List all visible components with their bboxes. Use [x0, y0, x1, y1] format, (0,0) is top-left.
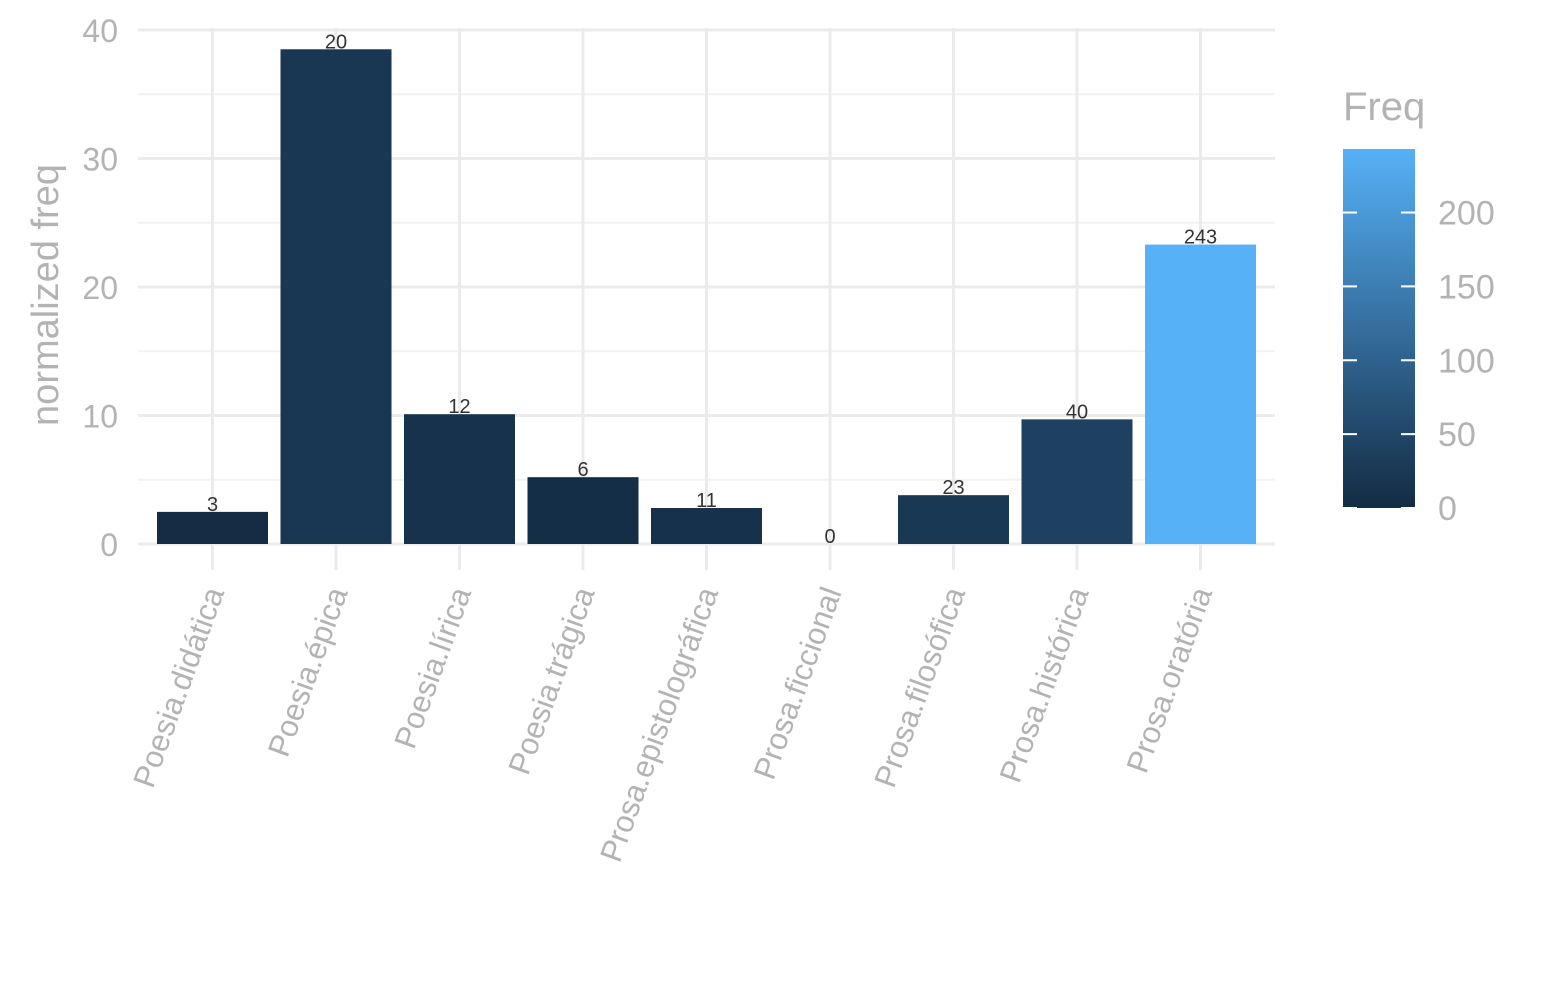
color-legend: Freq 0 50 100 150 200	[1343, 85, 1495, 528]
x-tick-label: Prosa.histórica	[993, 582, 1096, 787]
y-tick-label: 20	[82, 270, 118, 306]
bar	[280, 49, 392, 545]
y-axis-title: normalized freq	[25, 164, 67, 426]
bar	[1145, 244, 1256, 544]
bar-value-label: 40	[1066, 401, 1088, 423]
bar-value-labels: 3 20 12 6 11 0 23 40 243	[207, 31, 1217, 548]
colorbar-tick-label: 50	[1438, 416, 1476, 454]
bar	[898, 495, 1009, 544]
bar-value-label: 6	[577, 459, 588, 481]
colorbar-tick-label: 100	[1438, 342, 1495, 380]
bar	[651, 508, 762, 544]
y-tick-label: 10	[82, 399, 118, 435]
colorbar-tick-label: 0	[1438, 490, 1457, 528]
bar-value-label: 0	[824, 526, 835, 548]
bar-value-label: 20	[325, 31, 347, 53]
bar	[527, 477, 639, 544]
x-tick-label: Poesia.lírica	[387, 582, 478, 753]
colorbar-tick-label: 200	[1438, 195, 1495, 233]
colorbar-tick-label: 150	[1438, 268, 1495, 306]
bar	[157, 511, 268, 544]
bar-value-label: 243	[1184, 227, 1217, 249]
x-tick-label: Prosa.filosófica	[867, 582, 972, 792]
y-tick-label: 30	[82, 142, 118, 178]
bar-value-label: 11	[696, 490, 717, 512]
x-axis: Poesia.didática Poesia.épica Poesia.lírica…	[126, 582, 1219, 867]
bar-value-label: 23	[942, 477, 964, 499]
x-tick-label: Prosa.ficcional	[747, 582, 849, 783]
bar-value-label: 3	[207, 494, 218, 516]
y-tick-label: 0	[100, 527, 118, 563]
bar	[1021, 419, 1133, 544]
y-axis: 0 10 20 30 40	[82, 13, 118, 563]
x-tick-label: Poesia.épica	[261, 582, 355, 761]
colorbar	[1343, 149, 1415, 508]
bar	[404, 414, 515, 544]
y-tick-label: 40	[82, 13, 118, 49]
legend-title: Freq	[1343, 85, 1425, 129]
bar-value-label: 12	[448, 396, 470, 418]
x-tick-label: Prosa.epistolográfica	[593, 582, 725, 867]
bars	[157, 49, 1256, 545]
x-tick-label: Poesia.trágica	[501, 582, 601, 779]
x-tick-label: Poesia.didática	[126, 582, 231, 792]
x-tick-label: Prosa.oratória	[1120, 582, 1220, 778]
